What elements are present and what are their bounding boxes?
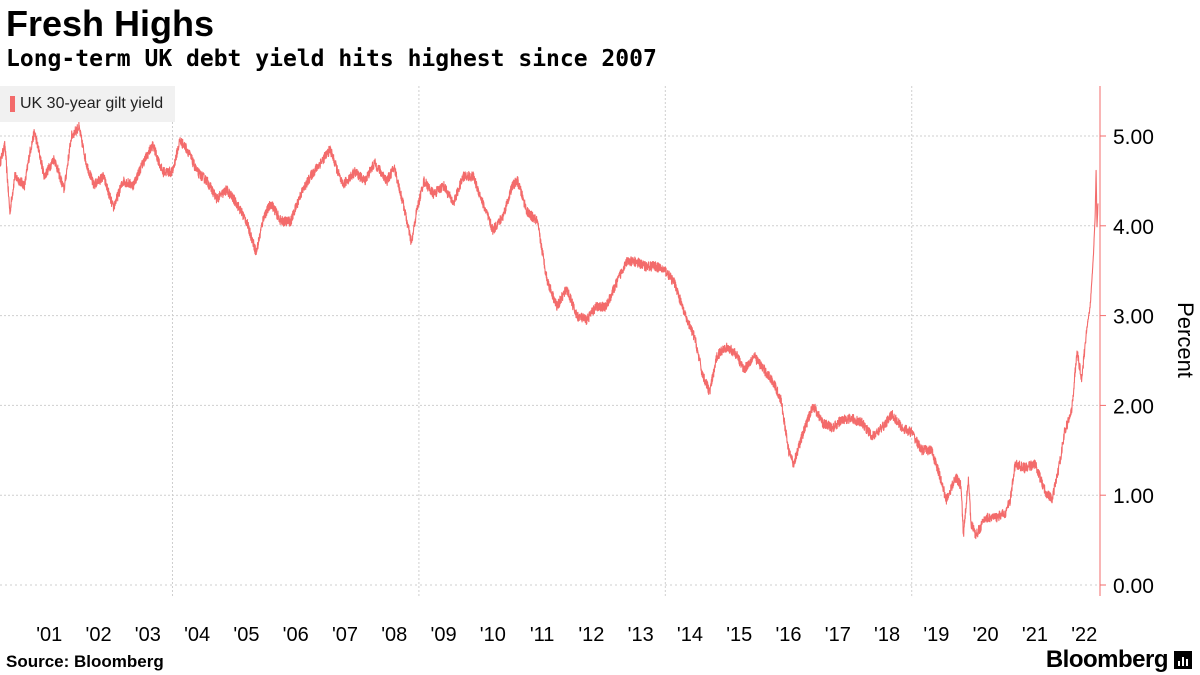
x-tick-label: '13 bbox=[628, 624, 654, 646]
chart-subtitle: Long-term UK debt yield hits highest sin… bbox=[6, 46, 657, 72]
y-tick-label: 3.00 bbox=[1113, 306, 1154, 329]
x-tick-label: '18 bbox=[874, 624, 900, 646]
x-tick-label: '01 bbox=[36, 624, 62, 646]
x-tick-label: '17 bbox=[825, 624, 851, 646]
x-tick-label: '04 bbox=[184, 624, 210, 646]
y-tick-label: 2.00 bbox=[1113, 395, 1154, 418]
y-tick-label: 1.00 bbox=[1113, 485, 1154, 508]
series-line-uk-30y-gilt-yield bbox=[0, 121, 1099, 540]
x-tick-label: '08 bbox=[381, 624, 407, 646]
x-tick-label: '22 bbox=[1071, 624, 1097, 646]
x-tick-label: '12 bbox=[578, 624, 604, 646]
y-axis-title: Percent bbox=[1173, 302, 1198, 378]
x-tick-label: '03 bbox=[135, 624, 161, 646]
x-tick-label: '11 bbox=[530, 624, 555, 646]
x-tick-label: '09 bbox=[431, 624, 457, 646]
x-tick-label: '16 bbox=[775, 624, 801, 646]
grid-layer bbox=[0, 86, 1100, 598]
series-layer bbox=[0, 121, 1099, 540]
source-note: Source: Bloomberg bbox=[6, 652, 164, 671]
legend-swatch bbox=[10, 96, 15, 112]
y-tick-label: 5.00 bbox=[1113, 126, 1154, 149]
brand-name: Bloomberg bbox=[1045, 646, 1169, 673]
axis-layer: 0.00 1.00 2.00 3.00 4.00 5.00 '01 '02 '03 '04 '05 '… bbox=[36, 86, 1154, 646]
chart-title: Fresh Highs bbox=[6, 3, 215, 44]
x-tick-label: '05 bbox=[233, 624, 259, 646]
bloomberg-chart-icon bbox=[1174, 651, 1192, 669]
y-tick-label: 0.00 bbox=[1113, 575, 1154, 598]
legend-label: UK 30-year gilt yield bbox=[20, 95, 164, 112]
x-tick-label: '02 bbox=[86, 624, 112, 646]
x-tick-label: '15 bbox=[726, 624, 752, 646]
legend: UK 30-year gilt yield bbox=[0, 86, 176, 122]
x-tick-label: '10 bbox=[480, 624, 506, 646]
x-tick-label: '19 bbox=[923, 624, 949, 646]
x-tick-label: '20 bbox=[973, 624, 999, 646]
x-tick-label: '14 bbox=[677, 624, 703, 646]
x-tick-label: '07 bbox=[332, 624, 358, 646]
y-tick-label: 4.00 bbox=[1113, 216, 1154, 239]
x-tick-label: '06 bbox=[283, 624, 309, 646]
brand-logo: Bloomberg bbox=[1046, 646, 1192, 674]
x-tick-label: '21 bbox=[1022, 624, 1048, 646]
